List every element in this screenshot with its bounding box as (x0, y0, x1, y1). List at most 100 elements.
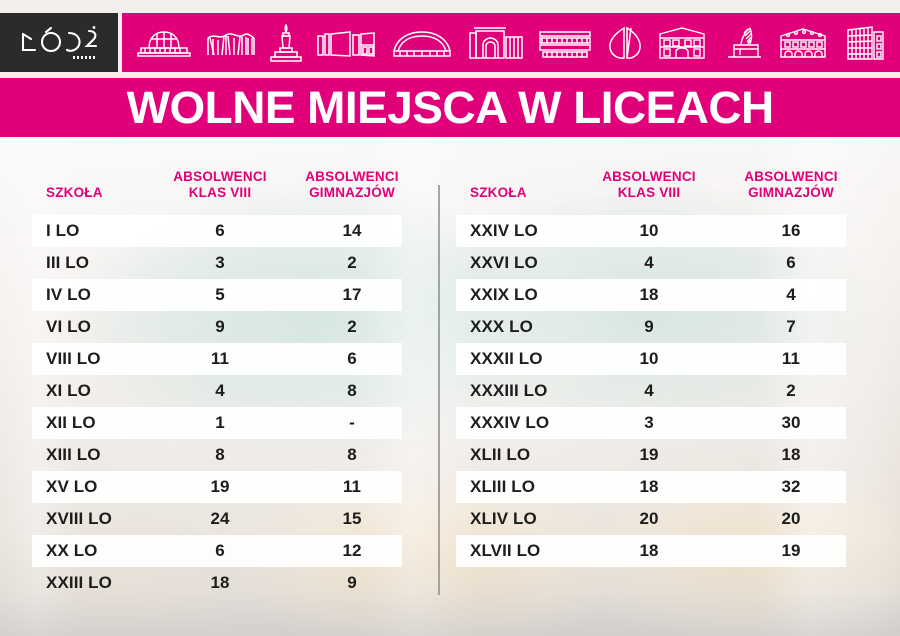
cell-klas-viii: 3 (644, 413, 654, 432)
heart-leaf-icon (606, 25, 644, 61)
cell-klas-viii: 18 (639, 285, 659, 304)
header-klas-viii-line1: ABSOLWENCI (173, 169, 267, 185)
atlas-arena-icon (391, 27, 453, 59)
table-row: XLIV LO 20 20 (456, 503, 868, 535)
left-table-rows: I LO 6 14 III LO 3 2 IV LO 5 17 VI LO 9 2 VIII LO 11 6… (32, 215, 422, 599)
cell-klas-viii: 5 (215, 285, 225, 304)
table-row: XX LO 6 12 (32, 535, 422, 567)
cell-gimnazjow: 19 (781, 541, 801, 560)
table-row: XVIII LO 24 15 (32, 503, 422, 535)
cell-gimnazjow: 16 (781, 221, 801, 240)
cell-gimnazjow: 7 (786, 317, 796, 336)
cell-klas-viii: 6 (215, 221, 225, 240)
page-title: WOLNE MIEJSCA W LICEACH (126, 82, 774, 133)
cell-school: IV LO (46, 285, 91, 304)
cell-klas-viii: 9 (215, 317, 225, 336)
table-row: XI LO 4 8 (32, 375, 422, 407)
cell-school: XII LO (46, 413, 96, 432)
cell-school: III LO (46, 253, 90, 272)
cell-klas-viii: 19 (639, 445, 659, 464)
cell-klas-viii: 9 (644, 317, 654, 336)
top-bar (0, 13, 900, 72)
cell-klas-viii: 10 (639, 221, 659, 240)
cell-gimnazjow: 2 (347, 317, 357, 336)
header-klas-viii-line1: ABSOLWENCI (602, 169, 696, 185)
monument-column-icon (269, 23, 303, 62)
cell-school: XLVII LO (470, 541, 541, 560)
cell-gimnazjow: 2 (786, 381, 796, 400)
cell-gimnazjow: 9 (347, 573, 357, 592)
left-table: SZKOŁA ABSOLWENCI KLAS VIII ABSOLWENCI G… (32, 137, 422, 599)
cell-klas-viii: 24 (210, 509, 230, 528)
cell-klas-viii: 3 (215, 253, 225, 272)
cell-gimnazjow: 11 (781, 349, 801, 368)
cell-klas-viii: 4 (644, 381, 654, 400)
table-row: IV LO 5 17 (32, 279, 422, 311)
table-row: XII LO 1 - (32, 407, 422, 439)
cell-klas-viii: 18 (210, 573, 230, 592)
cell-gimnazjow: 2 (347, 253, 357, 272)
cell-school: XLII LO (470, 445, 531, 464)
header-gimnazjow-line2: GIMNAZJÓW (309, 185, 395, 201)
cell-klas-viii: 20 (639, 509, 659, 528)
cell-gimnazjow: 17 (342, 285, 362, 304)
cell-school: XXXII LO (470, 349, 543, 368)
cell-school: VI LO (46, 317, 91, 336)
cell-school: XXIV LO (470, 221, 538, 240)
cell-klas-viii: 4 (644, 253, 654, 272)
right-table: SZKOŁA ABSOLWENCI KLAS VIII ABSOLWENCI G… (456, 137, 868, 567)
tent-pavilion-icon (204, 26, 256, 60)
lodz-city-logo[interactable] (0, 13, 118, 72)
cell-school: XLIII LO (470, 477, 536, 496)
header-gimnazjow-line1: ABSOLWENCI (305, 169, 399, 185)
cell-klas-viii: 18 (639, 477, 659, 496)
table-row: VI LO 9 2 (32, 311, 422, 343)
cell-klas-viii: 18 (639, 541, 659, 560)
cell-gimnazjow: 20 (781, 509, 801, 528)
cell-gimnazjow: 11 (342, 477, 362, 496)
cell-klas-viii: 19 (210, 477, 230, 496)
table-row: XXXIV LO 3 30 (456, 407, 868, 439)
left-table-header: SZKOŁA ABSOLWENCI KLAS VIII ABSOLWENCI G… (32, 137, 422, 215)
cell-gimnazjow: 8 (347, 445, 357, 464)
cell-gimnazjow: 14 (342, 221, 362, 240)
title-band: WOLNE MIEJSCA W LICEACH (0, 78, 900, 137)
cell-gimnazjow: 6 (786, 253, 796, 272)
cell-klas-viii: 8 (215, 445, 225, 464)
table-row: XXXIII LO 4 2 (456, 375, 868, 407)
header-school: SZKOŁA (46, 185, 103, 201)
cell-school: XI LO (46, 381, 91, 400)
cell-gimnazjow: 32 (781, 477, 801, 496)
tower-block-icon (842, 24, 886, 62)
modern-hall-icon (537, 27, 593, 59)
table-row: XXXII LO 10 11 (456, 343, 868, 375)
cell-school: XIII LO (46, 445, 101, 464)
table-row: XLIII LO 18 32 (456, 471, 868, 503)
right-table-rows: XXIV LO 10 16 XXVI LO 4 6 XXIX LO 18 4 XXX LO 9 7 XX… (456, 215, 868, 567)
header-klas-viii: ABSOLWENCI KLAS VIII (150, 169, 290, 201)
piano-harp-icon (720, 25, 764, 61)
arcade-building-icon (777, 25, 829, 61)
header-gimnazjow-line2: GIMNAZJÓW (748, 185, 834, 201)
table-row: III LO 3 2 (32, 247, 422, 279)
table-row: XLVII LO 18 19 (456, 535, 868, 567)
header-klas-viii-line2: KLAS VIII (188, 185, 252, 201)
cell-klas-viii: 1 (215, 413, 225, 432)
table-row: XXX LO 9 7 (456, 311, 868, 343)
cell-school: I LO (46, 221, 80, 240)
table-row: XXIV LO 10 16 (456, 215, 868, 247)
cell-school: XXX LO (470, 317, 533, 336)
header-school: SZKOŁA (470, 185, 527, 201)
cell-school: XXXIII LO (470, 381, 548, 400)
table-row: I LO 6 14 (32, 215, 422, 247)
header-gimnazjow: ABSOLWENCI GIMNAZJÓW (714, 169, 868, 201)
cell-gimnazjow: 18 (781, 445, 801, 464)
cell-school: XXXIV LO (470, 413, 550, 432)
table-row: XXVI LO 4 6 (456, 247, 868, 279)
header-gimnazjow-line1: ABSOLWENCI (744, 169, 838, 185)
right-table-header: SZKOŁA ABSOLWENCI KLAS VIII ABSOLWENCI G… (456, 137, 868, 215)
cell-gimnazjow: 12 (342, 541, 362, 560)
landmark-icon-strip (122, 13, 900, 72)
cell-gimnazjow: 4 (786, 285, 796, 304)
